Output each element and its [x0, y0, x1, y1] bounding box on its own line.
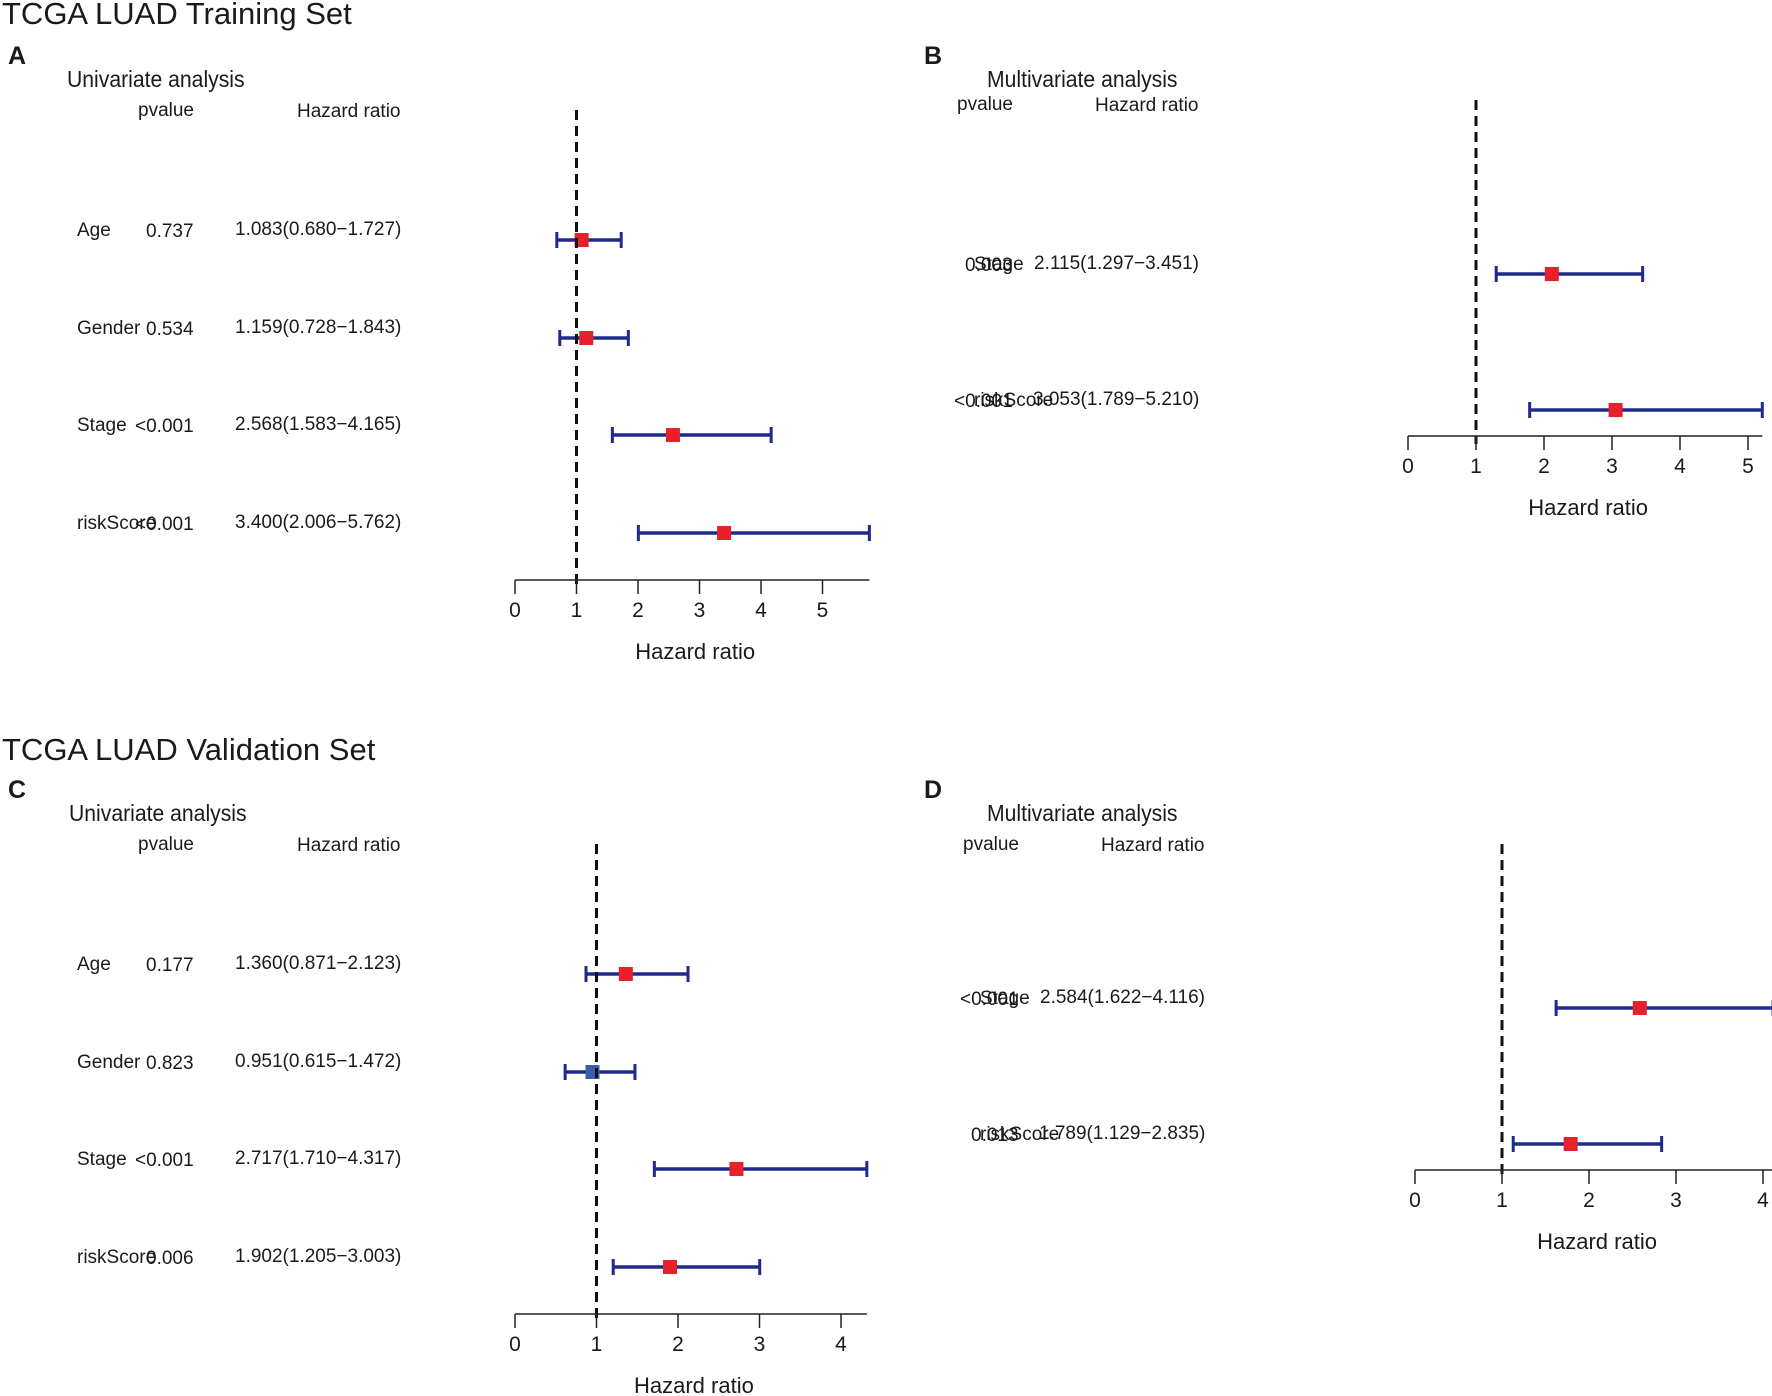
x-axis-label: Hazard ratio [635, 639, 755, 664]
x-axis-label: Hazard ratio [634, 1373, 754, 1396]
row-hazard-ratio-text: 2.584(1.622−4.116) [1040, 987, 1205, 1008]
row-hazard-ratio-text: 2.115(1.297−3.451) [1034, 253, 1199, 274]
analysis-title: Univariate analysis [69, 800, 247, 826]
hazard-ratio-header: Hazard ratio [297, 835, 401, 856]
forest-plot-svg: 0 1 2 3 4 Hazard ratio [509, 844, 869, 1396]
row-hazard-ratio-text: 2.568(1.583−4.165) [235, 414, 402, 435]
row-label: Age [77, 220, 111, 241]
x-tick-label: 1 [571, 599, 583, 622]
hazard-ratio-header: Hazard ratio [1101, 835, 1205, 856]
x-tick-label: 0 [509, 1333, 521, 1356]
hazard-ratio-point-gender [579, 331, 594, 345]
x-tick-label: 4 [1674, 455, 1686, 478]
row-pvalue: <0.001 [960, 989, 1019, 1010]
x-tick-label: 2 [1583, 1189, 1595, 1212]
row-hazard-ratio-text: 3.053(1.789−5.210) [1033, 389, 1200, 410]
hazard-ratio-header: Hazard ratio [297, 101, 401, 122]
x-tick-label: 4 [755, 599, 767, 622]
row-label: riskScore [980, 1124, 1060, 1145]
pvalue-header: pvalue [963, 834, 1019, 855]
row-pvalue: <0.001 [135, 416, 194, 437]
panel-letter: D [924, 776, 943, 804]
row-hazard-ratio-text: 1.360(0.871−2.123) [235, 953, 402, 974]
row-pvalue: 0.013 [971, 1125, 1019, 1146]
row-pvalue: 0.003 [965, 255, 1013, 276]
row-pvalue: 0.534 [146, 319, 194, 340]
x-tick-label: 3 [694, 599, 706, 622]
x-axis-label: Hazard ratio [1537, 1229, 1657, 1254]
panel-letter: B [924, 42, 943, 70]
analysis-title: Univariate analysis [67, 66, 245, 92]
row-hazard-ratio-text: 0.951(0.615−1.472) [235, 1051, 402, 1072]
x-tick-label: 3 [1606, 455, 1618, 478]
x-tick-label: 2 [1538, 455, 1550, 478]
hazard-ratio-point-riskscore [717, 526, 732, 540]
hazard-ratio-point-riskscore [1563, 1137, 1578, 1151]
row-hazard-ratio-text: 2.717(1.710−4.317) [235, 1148, 402, 1169]
row-label: Stage [980, 988, 1030, 1009]
analysis-title: Multivariate analysis [987, 66, 1178, 92]
row-pvalue: 0.823 [146, 1053, 194, 1074]
x-tick-label: 4 [835, 1333, 847, 1356]
row-pvalue: 0.006 [146, 1248, 194, 1269]
forest-plot-svg: 0 1 2 3 4 5 Hazard ratio [1402, 100, 1764, 520]
x-tick-label: 0 [509, 599, 521, 622]
validation-set-title: TCGA LUAD Validation Set [2, 732, 376, 767]
hazard-ratio-point-riskscore [1608, 403, 1623, 417]
pvalue-header: pvalue [138, 100, 194, 121]
x-tick-label: 2 [632, 599, 644, 622]
x-tick-label: 1 [591, 1333, 603, 1356]
row-pvalue: 0.737 [146, 221, 194, 242]
forest-plot-panel-d: D Multivariate analysis pvalue Hazard ratio… [924, 776, 1772, 1396]
x-tick-label: 1 [1470, 455, 1482, 478]
hazard-ratio-point-stage [665, 428, 680, 442]
row-hazard-ratio-text: 1.902(1.205−3.003) [235, 1246, 402, 1267]
hazard-ratio-point-stage [1632, 1001, 1647, 1015]
forest-plot-svg: 0 1 2 3 4 5 Hazard ratio [509, 110, 871, 664]
pvalue-header: pvalue [138, 834, 194, 855]
x-axis-label: Hazard ratio [1528, 495, 1648, 520]
row-label: Gender [77, 318, 141, 339]
x-tick-label: 0 [1402, 455, 1414, 478]
x-tick-label: 3 [754, 1333, 766, 1356]
forest-plot-svg: 0 1 2 3 4 Hazard ratio [1409, 844, 1772, 1254]
row-pvalue: <0.001 [135, 1150, 194, 1171]
x-tick-label: 0 [1409, 1189, 1421, 1212]
training-set-title: TCGA LUAD Training Set [2, 0, 352, 31]
analysis-title: Multivariate analysis [987, 800, 1178, 826]
row-label: Age [77, 954, 111, 975]
row-pvalue: 0.177 [146, 955, 194, 976]
row-hazard-ratio-text: 1.083(0.680−1.727) [235, 219, 402, 240]
hazard-ratio-point-age [618, 967, 633, 981]
hazard-ratio-header: Hazard ratio [1095, 95, 1199, 116]
forest-plot-panel-b: B Multivariate analysis pvalue Hazard ratio… [924, 42, 1772, 662]
row-label: Stage [974, 254, 1024, 275]
row-label: Stage [77, 415, 127, 436]
row-label: Stage [77, 1149, 127, 1170]
hazard-ratio-point-riskscore [663, 1260, 678, 1274]
x-tick-label: 3 [1670, 1189, 1682, 1212]
row-label: riskScore [77, 1247, 157, 1268]
x-tick-label: 1 [1496, 1189, 1508, 1212]
forest-plot-panel-a: A Univariate analysis pvalue Hazard ratio 0 1… [8, 42, 888, 664]
row-label: Gender [77, 1052, 141, 1073]
x-tick-label: 5 [817, 599, 829, 622]
row-hazard-ratio-text: 1.789(1.129−2.835) [1039, 1123, 1206, 1144]
row-label: riskScore [77, 513, 157, 534]
hazard-ratio-point-stage [1544, 267, 1559, 281]
hazard-ratio-point-stage [729, 1162, 744, 1176]
pvalue-header: pvalue [957, 94, 1013, 115]
row-hazard-ratio-text: 3.400(2.006−5.762) [235, 512, 402, 533]
panel-letter: C [8, 776, 27, 804]
row-pvalue: <0.001 [135, 514, 194, 535]
row-pvalue: <0.001 [954, 391, 1013, 412]
x-tick-label: 4 [1757, 1189, 1769, 1212]
x-tick-label: 5 [1742, 455, 1754, 478]
hazard-ratio-point-age [574, 233, 589, 247]
forest-plot-panel-c: C Univariate analysis pvalue Hazard ratio 0 1… [8, 776, 888, 1396]
x-tick-label: 2 [672, 1333, 684, 1356]
row-label: riskScore [974, 390, 1054, 411]
panel-letter: A [8, 42, 27, 70]
row-hazard-ratio-text: 1.159(0.728−1.843) [235, 317, 402, 338]
